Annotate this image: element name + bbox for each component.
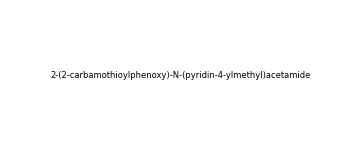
Text: 2-(2-carbamothioylphenoxy)-N-(pyridin-4-ylmethyl)acetamide: 2-(2-carbamothioylphenoxy)-N-(pyridin-4-… bbox=[50, 71, 311, 80]
